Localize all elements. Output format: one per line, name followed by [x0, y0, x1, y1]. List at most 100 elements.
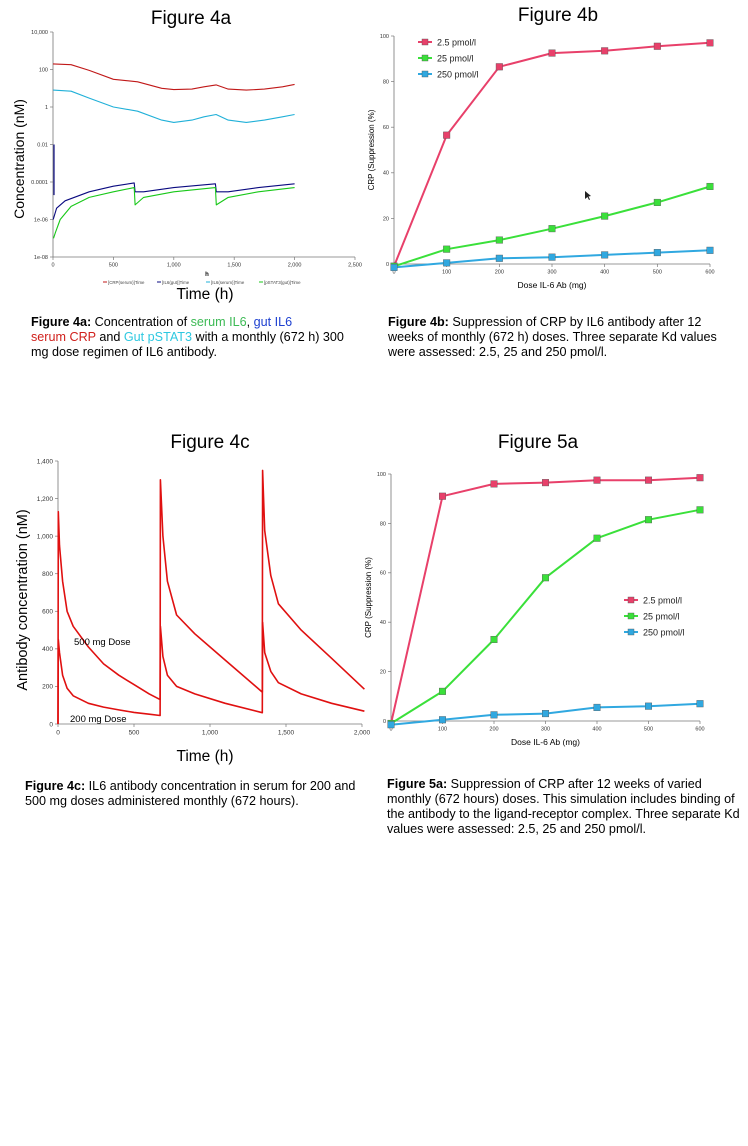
fig5a-legend-label: 2.5 pmol/l	[643, 595, 682, 605]
fig5a-x-tick-label: 100	[438, 727, 447, 733]
fig4c-caption: Figure 4c: IL6 antibody concentration in…	[25, 779, 375, 809]
fig4a-series-line	[52, 182, 295, 220]
fig4b-marker	[601, 251, 609, 259]
fig4c-y-tick-label: 800	[42, 571, 53, 578]
fig4a-caption-text-2: ,	[246, 315, 254, 329]
fig5a-marker	[696, 506, 704, 514]
fig5a-marker	[593, 703, 601, 711]
fig5a-caption-label: Figure 5a:	[387, 777, 448, 791]
fig5a-chart: 0 100 200 300 400 500 600 0 20 40 60 80 100 2.5 pmol/…	[364, 472, 705, 747]
fig4c-series-line	[57, 621, 365, 725]
fig4a-y-label: Concentration (nM)	[11, 99, 27, 219]
fig4b-legend-marker	[421, 70, 429, 78]
fig4a-caption-label: Figure 4a:	[31, 315, 92, 329]
fig4a-x-tick-label: 500	[109, 263, 118, 269]
fig5a-x-tick-label: 500	[644, 727, 653, 733]
fig5a-marker	[438, 716, 446, 724]
fig4b-marker	[706, 246, 714, 254]
fig4b-x-tick-label: 400	[600, 270, 609, 276]
fig5a-legend-marker	[627, 596, 635, 604]
fig5a-marker	[593, 476, 601, 484]
fig4b-marker	[495, 254, 503, 262]
fig4c-title: Figure 4c	[170, 432, 250, 453]
fig4a-caption-text-1: Concentration of	[91, 315, 191, 329]
fig5a-x-tick-label: 600	[695, 727, 704, 733]
fig5a-legend-label: 25 pmol/l	[643, 611, 680, 621]
fig4b-marker	[495, 63, 503, 71]
cursor-arrow-icon	[585, 191, 591, 200]
fig4b-x-tick-label: 500	[653, 270, 662, 276]
fig5a-marker	[541, 710, 549, 718]
fig4b-marker	[601, 212, 609, 220]
fig4a-caption-serum-il6: serum IL6	[190, 315, 247, 329]
fig4a-caption: Figure 4a: Concentration of serum IL6, g…	[31, 315, 351, 360]
fig4c-chart: 0 500 1,000 1,500 2,000 0 200 400 600 800 1,000 1,2…	[15, 458, 371, 765]
fig4a-series-line	[52, 89, 295, 123]
fig4a-y-tick-label: 100	[39, 67, 48, 73]
fig4a-y-tick-label: 1e-08	[34, 255, 48, 261]
fig4a-caption-gut-pstat3: Gut pSTAT3	[123, 330, 192, 344]
fig4a-title: Figure 4a	[150, 8, 232, 29]
fig5a-marker	[541, 479, 549, 487]
fig4b-y-tick-label: 100	[380, 34, 389, 40]
fig4c-caption-label: Figure 4c:	[25, 779, 86, 793]
fig4c-series-line	[57, 469, 365, 725]
fig4b-marker	[706, 39, 714, 47]
fig4b-caption-label: Figure 4b:	[388, 315, 449, 329]
fig4b-marker	[548, 225, 556, 233]
fig4b-legend-label: 2.5 pmol/l	[437, 37, 476, 47]
fig5a-x-tick-label: 0	[389, 727, 392, 733]
fig4b-legend-label: 25 pmol/l	[437, 53, 474, 63]
fig4b-marker	[443, 259, 451, 267]
fig5a-caption-text: Suppression of CRP after 12 weeks of var…	[387, 777, 740, 836]
fig4b-x-tick-label: 100	[442, 270, 451, 276]
fig4a-y-tick-label: 1e-06	[34, 217, 48, 223]
fig5a-marker	[645, 702, 653, 710]
fig4a-x-tick-label: 0	[51, 263, 54, 269]
fig5a-x-label: Dose IL-6 Ab (mg)	[511, 737, 580, 747]
fig4c-y-tick-label: 600	[42, 609, 53, 616]
fig4b-marker	[443, 131, 451, 139]
fig4b-legend-marker	[421, 38, 429, 46]
fig4b-marker	[495, 236, 503, 244]
fig4b-legend-marker	[421, 54, 429, 62]
fig5a-marker	[645, 516, 653, 524]
fig4b-x-tick-label: 300	[547, 270, 556, 276]
fig4a-legend-label: [IL6(gut)]Time	[162, 280, 190, 285]
fig5a-marker	[541, 574, 549, 582]
fig4b-marker	[653, 249, 661, 257]
fig4c-y-tick-label: 0	[49, 721, 53, 728]
fig5a-y-tick-label: 80	[380, 521, 386, 527]
fig4a-chart: 0 500 1,000 1,500 2,000 2,500 1e-08 1e-06 0.0001…	[11, 30, 362, 303]
fig4b-y-label: CRP (Suppression (%)	[367, 109, 376, 190]
fig5a-marker	[438, 492, 446, 500]
fig4a-legend-label: [pSTAT3(gut)]Time	[264, 280, 301, 285]
fig4c-y-tick-label: 400	[42, 646, 53, 653]
fig4b-marker	[548, 253, 556, 261]
fig4b-chart: 0 100 200 300 400 500 600 0 20 40 60 80 100 2.5 pmol/…	[367, 34, 715, 290]
fig4a-series-line	[52, 187, 295, 239]
fig5a-legend-marker	[627, 612, 635, 620]
fig4b-title: Figure 4b	[517, 5, 599, 26]
fig5a-y-tick-label: 100	[377, 472, 386, 478]
fig4b-marker	[390, 263, 398, 271]
fig4a-series-line	[52, 63, 295, 91]
fig5a-title: Figure 5a	[497, 432, 579, 453]
fig5a-x-tick-label: 400	[592, 727, 601, 733]
fig4b-y-tick-label: 40	[383, 171, 389, 177]
fig4c-annotation-200mg: 200 mg Dose	[70, 714, 127, 725]
fig4b-marker	[548, 49, 556, 57]
fig5a-marker	[387, 721, 395, 729]
fig5a-marker	[490, 635, 498, 643]
fig4b-caption: Figure 4b: Suppression of CRP by IL6 ant…	[388, 315, 740, 360]
fig4b-x-tick-label: 200	[495, 270, 504, 276]
fig4b-x-tick-label: 600	[705, 270, 714, 276]
fig4a-legend-label: [IL6(serum)]Time	[211, 280, 245, 285]
fig4c-annotation-500mg: 500 mg Dose	[74, 637, 131, 648]
fig4b-caption-text: Suppression of CRP by IL6 antibody after…	[388, 315, 717, 359]
fig4b-y-tick-label: 0	[386, 262, 389, 268]
fig4a-y-tick-label: 10,000	[31, 30, 48, 36]
fig5a-legend-marker	[627, 628, 635, 636]
fig5a-y-tick-label: 60	[380, 571, 386, 577]
fig4c-x-tick-label: 0	[56, 730, 60, 737]
